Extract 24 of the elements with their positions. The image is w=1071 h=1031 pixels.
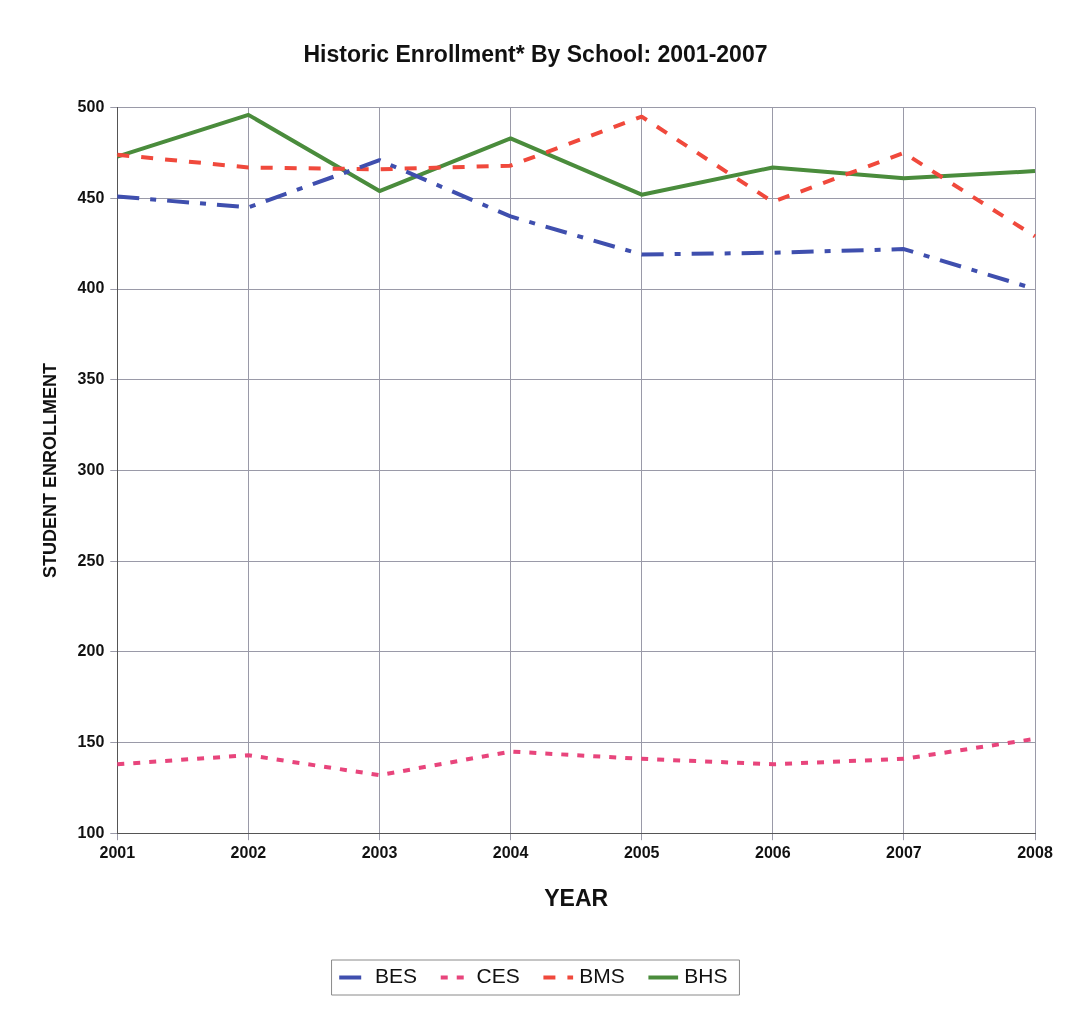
legend-label: BHS xyxy=(684,964,728,988)
x-tick-label: 2008 xyxy=(1017,844,1053,862)
y-tick-label: 500 xyxy=(77,98,105,116)
x-tick-label: 2005 xyxy=(623,844,660,862)
x-tick-label: 2002 xyxy=(230,844,267,862)
y-tick-label: 400 xyxy=(77,279,105,297)
x-tick-label: 2001 xyxy=(99,844,136,862)
x-tick-label: 2004 xyxy=(492,844,529,862)
y-axis-title: STUDENT ENROLLMENT xyxy=(39,362,60,578)
y-tick-label: 200 xyxy=(77,642,105,660)
x-tick-label: 2006 xyxy=(755,844,791,862)
legend-label: BES xyxy=(375,964,418,988)
x-tick-label: 2007 xyxy=(886,844,922,862)
y-tick-label: 100 xyxy=(77,823,105,841)
y-tick-label: 350 xyxy=(77,370,105,388)
x-axis-title: YEAR xyxy=(544,884,609,911)
legend-label: BMS xyxy=(579,964,625,988)
y-tick-label: 150 xyxy=(77,732,105,750)
y-tick-label: 450 xyxy=(77,188,105,206)
chart-title: Historic Enrollment* By School: 2001-2007 xyxy=(303,41,768,68)
legend-label: CES xyxy=(476,964,520,988)
x-tick-label: 2003 xyxy=(361,844,398,862)
y-tick-label: 250 xyxy=(77,551,105,569)
y-tick-label: 300 xyxy=(77,460,105,478)
